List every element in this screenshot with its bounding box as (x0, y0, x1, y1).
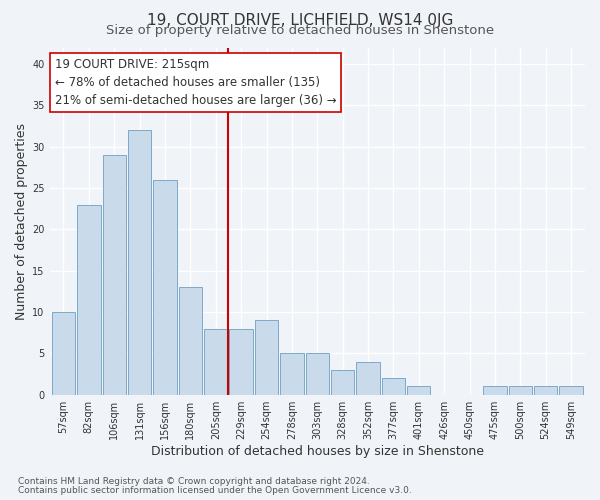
Bar (77, 204, 101, 394)
Bar (331, 370, 355, 394)
Bar (534, 386, 557, 394)
Bar (407, 386, 430, 394)
Text: Contains HM Land Registry data © Crown copyright and database right 2024.: Contains HM Land Registry data © Crown c… (18, 477, 370, 486)
Bar (229, 328, 253, 394)
Bar (280, 354, 304, 395)
Bar (128, 130, 151, 394)
Text: 19, COURT DRIVE, LICHFIELD, WS14 0JG: 19, COURT DRIVE, LICHFIELD, WS14 0JG (147, 12, 453, 28)
Y-axis label: Number of detached properties: Number of detached properties (15, 122, 28, 320)
Bar (483, 386, 506, 394)
X-axis label: Distribution of detached houses by size in Shenstone: Distribution of detached houses by size … (151, 444, 484, 458)
Text: Size of property relative to detached houses in Shenstone: Size of property relative to detached ho… (106, 24, 494, 37)
Bar (204, 328, 227, 394)
Bar (154, 180, 176, 394)
Bar (559, 386, 583, 394)
Bar (305, 354, 329, 395)
Bar (52, 312, 75, 394)
Bar (255, 320, 278, 394)
Bar (382, 378, 405, 394)
Text: 19 COURT DRIVE: 215sqm
← 78% of detached houses are smaller (135)
21% of semi-de: 19 COURT DRIVE: 215sqm ← 78% of detached… (55, 58, 337, 107)
Bar (356, 362, 380, 394)
Bar (103, 155, 126, 394)
Text: Contains public sector information licensed under the Open Government Licence v3: Contains public sector information licen… (18, 486, 412, 495)
Bar (179, 287, 202, 395)
Bar (509, 386, 532, 394)
